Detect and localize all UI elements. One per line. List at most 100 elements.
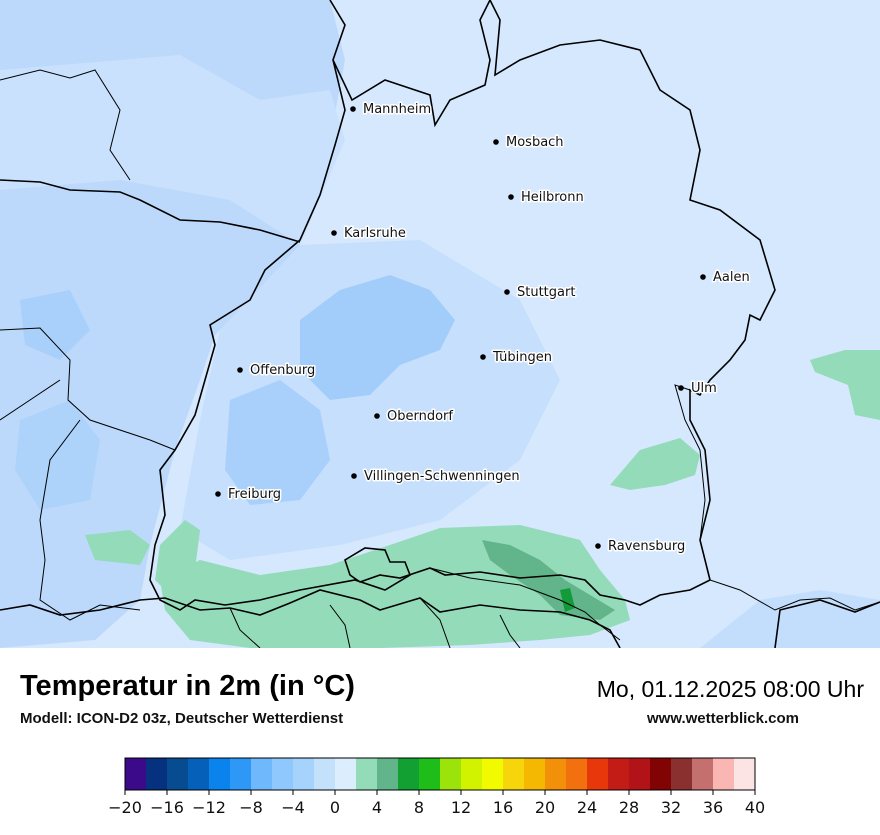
legend-tick-label: 24 (577, 798, 597, 817)
temperature-zone-mild-ulm (610, 438, 700, 490)
city-marker-heilbronn[interactable] (508, 194, 514, 200)
legend-swatch (440, 758, 462, 790)
city-label-oberndorf: Oberndorf (387, 409, 453, 424)
legend-swatch (188, 758, 210, 790)
border-switzerland-interior (229, 597, 521, 648)
city-label-mannheim: Mannheim (363, 102, 431, 117)
city-marker-villingen-schwenningen[interactable] (351, 473, 357, 479)
temperature-zone-mild-west-2 (155, 520, 200, 595)
temperature-zone-mild-west-1 (85, 530, 150, 565)
legend-tick-label: 20 (535, 798, 555, 817)
city-label-heilbronn: Heilbronn (521, 190, 584, 205)
legend-swatch (356, 758, 378, 790)
city-marker-karlsruhe[interactable] (331, 230, 337, 236)
legend-swatch (608, 758, 630, 790)
border-baden-wuerttemberg (149, 0, 776, 611)
legend-swatch (419, 758, 441, 790)
legend-swatch (566, 758, 588, 790)
legend-tick-label: −8 (239, 798, 263, 817)
city-marker-ravensburg[interactable] (595, 543, 601, 549)
border-bavaria (674, 384, 880, 611)
city-marker-offenburg[interactable] (237, 367, 243, 373)
city-label-stuttgart: Stuttgart (517, 285, 575, 300)
legend-swatch (335, 758, 357, 790)
forecast-datetime: Mo, 01.12.2025 08:00 Uhr (596, 676, 864, 702)
legend-swatch (587, 758, 609, 790)
border-france-interior-2 (39, 419, 141, 621)
legend-swatch (251, 758, 273, 790)
temperature-legend: −20 −16 −12 −8 −4 0 4 8 12 16 20 24 28 32 36 40 (0, 750, 880, 830)
legend-border (124, 757, 756, 791)
border-france-interior-3 (0, 379, 61, 421)
border-lake-constance (429, 567, 621, 641)
city-label-t-bingen: Tübingen (492, 350, 552, 365)
legend-tick-label: −20 (108, 798, 142, 817)
legend-swatch (146, 758, 168, 790)
legend-swatch (167, 758, 189, 790)
legend-swatch (272, 758, 294, 790)
legend-swatch (650, 758, 672, 790)
legend-tick-label: 28 (619, 798, 639, 817)
legend-tick-label: 4 (372, 798, 382, 817)
city-label-freiburg: Freiburg (228, 487, 281, 502)
temperature-zone-warm-core (560, 588, 575, 612)
city-marker-freiburg[interactable] (215, 491, 221, 497)
legend-swatch (692, 758, 714, 790)
legend-tick-label: −4 (281, 798, 305, 817)
legend-tick-label: 0 (330, 798, 340, 817)
legend-tick-label: 32 (661, 798, 681, 817)
city-label-karlsruhe: Karlsruhe (344, 226, 406, 241)
city-label-ravensburg: Ravensburg (608, 539, 685, 554)
temperature-zone-cooler-patch-1 (225, 380, 330, 505)
legend-tick-label: 40 (745, 798, 765, 817)
temperature-zone-mild-east (810, 350, 880, 420)
model-source: Modell: ICON-D2 03z, Deutscher Wetterdie… (20, 710, 344, 727)
legend-tick-label: 8 (414, 798, 424, 817)
city-label-offenburg: Offenburg (250, 363, 315, 378)
border-france-interior-1 (0, 327, 176, 451)
city-marker-aalen[interactable] (700, 274, 706, 280)
legend-swatch (671, 758, 693, 790)
temperature-zone-mild-dark (482, 540, 615, 620)
website-link[interactable]: www.wetterblick.com (647, 710, 799, 727)
city-layer: Mannheim Mosbach Heilbronn Karlsruhe Aalen St… (215, 101, 751, 556)
city-label-aalen: Aalen (713, 270, 750, 285)
city-label-villingen-schwenningen: Villingen-Schwenningen (364, 469, 520, 484)
temperature-zone-cooler-patch-2 (20, 290, 90, 360)
legend-swatch (629, 758, 651, 790)
city-marker-stuttgart[interactable] (504, 289, 510, 295)
border-france-germany (0, 179, 301, 243)
legend-tick-label: 16 (493, 798, 513, 817)
legend-tick-label: 36 (703, 798, 723, 817)
legend-tick-label: −12 (192, 798, 226, 817)
border-switzerland (0, 589, 621, 648)
legend-swatch (713, 758, 735, 790)
legend-swatch (482, 758, 504, 790)
city-marker-t-bingen[interactable] (480, 354, 486, 360)
legend-swatch (398, 758, 420, 790)
city-marker-mosbach[interactable] (493, 139, 499, 145)
legend-swatch (209, 758, 231, 790)
temperature-zone-cool-north (0, 55, 345, 245)
temperature-zone-cooler-patch-3 (15, 400, 100, 510)
legend-swatch (293, 758, 315, 790)
legend-tick-label: 12 (451, 798, 471, 817)
legend-swatch (524, 758, 546, 790)
city-marker-oberndorf[interactable] (374, 413, 380, 419)
city-marker-ulm[interactable] (678, 385, 684, 391)
legend-swatch (125, 758, 147, 790)
city-label-mosbach: Mosbach (506, 135, 564, 150)
legend-tick-label: −16 (150, 798, 184, 817)
temperature-zone-cooler-black-forest (300, 275, 455, 400)
city-marker-mannheim[interactable] (350, 106, 356, 112)
border-saarland-thin (0, 69, 131, 181)
legend-swatch (503, 758, 525, 790)
legend-swatch (314, 758, 336, 790)
border-austria (774, 599, 880, 648)
legend-swatch (461, 758, 483, 790)
legend-swatch (230, 758, 252, 790)
map-title: Temperatur in 2m (in °C) (20, 670, 355, 702)
legend-swatch (734, 758, 756, 790)
legend-swatch (377, 758, 399, 790)
temperature-map[interactable]: Mannheim Mosbach Heilbronn Karlsruhe Aalen St… (0, 0, 880, 648)
